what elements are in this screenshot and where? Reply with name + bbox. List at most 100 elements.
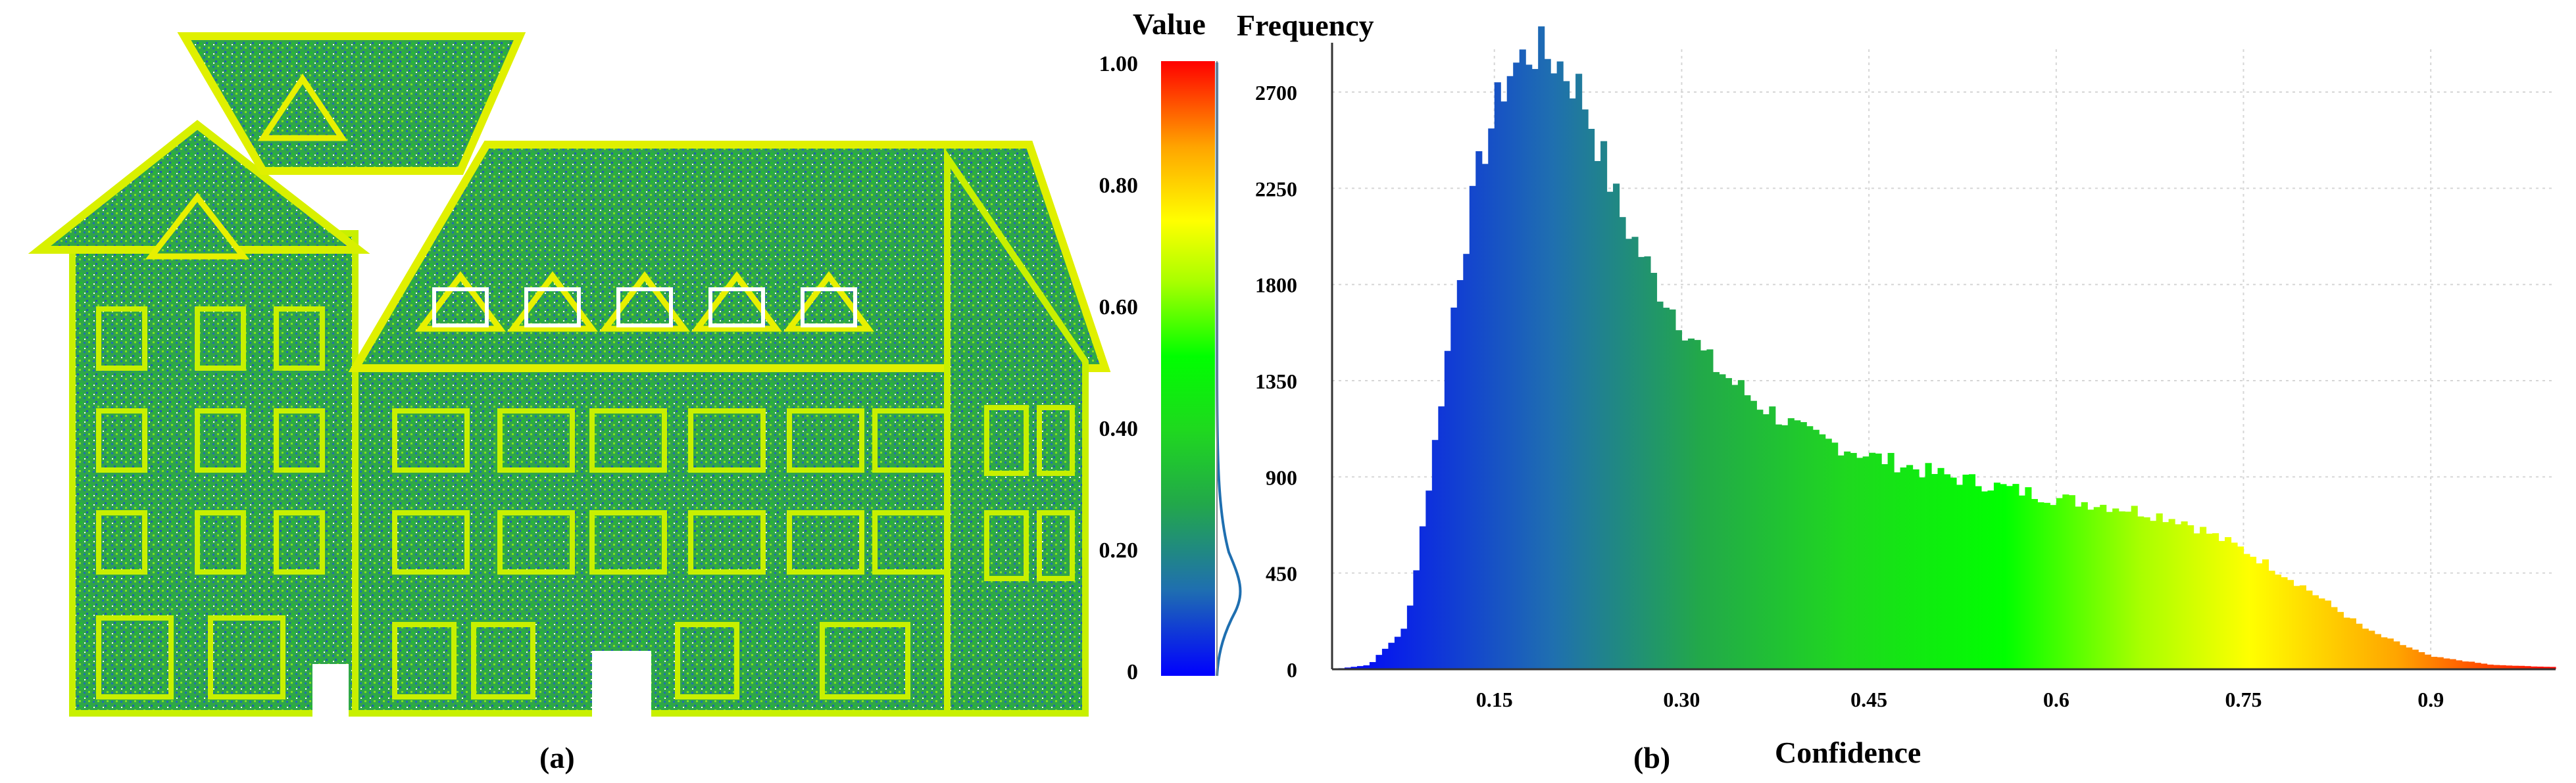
histogram-bar — [2312, 595, 2319, 669]
histogram-bars — [1332, 26, 2556, 670]
histogram-bar — [2306, 590, 2313, 669]
histogram-bar — [1906, 465, 1914, 669]
colorbar-ticks: 1.00 0.80 0.60 0.40 0.20 0 — [1099, 52, 1139, 684]
histogram-bar — [1431, 440, 1439, 669]
histogram-bar — [1812, 429, 1820, 669]
histogram-bar — [2106, 511, 2113, 669]
histogram-bar — [1463, 254, 1470, 669]
histogram-bar — [2175, 524, 2182, 669]
histogram-bar — [1350, 667, 1358, 669]
histogram-bar — [1950, 477, 1957, 669]
histogram-bar — [1369, 662, 1377, 669]
histogram-bar — [1675, 330, 1683, 669]
histogram-bar — [2337, 611, 2344, 669]
histogram-bar — [1744, 395, 1751, 669]
histogram-bar — [2243, 554, 2250, 669]
histogram-bar — [1406, 605, 1414, 669]
histogram-bar — [1781, 425, 1789, 669]
histogram-bar — [2218, 540, 2225, 669]
histogram-bar — [1669, 309, 1676, 669]
histogram-bar — [2250, 556, 2257, 669]
histogram-bar — [2468, 661, 2475, 669]
x-tick-label: 0.15 — [1476, 688, 1513, 711]
histogram-bar — [2274, 574, 2282, 669]
colorbar-title: Value — [1133, 7, 1206, 41]
histogram-bar — [2143, 517, 2150, 669]
histogram-bar — [2187, 525, 2194, 669]
histogram-bar — [1869, 452, 1876, 669]
histogram-bar — [2200, 527, 2207, 669]
colorbar-tick-label: 0 — [1127, 660, 1138, 684]
histogram-bar — [1725, 378, 1732, 669]
histogram-bar — [1837, 455, 1845, 669]
histogram-bar — [1638, 256, 1645, 670]
histogram-bar — [1750, 400, 1757, 669]
histogram-bar — [1356, 666, 1364, 669]
histogram-bar — [1681, 340, 1689, 669]
histogram-bar — [2068, 495, 2075, 669]
histogram-bar — [2125, 511, 2132, 669]
histogram-bar — [2324, 600, 2331, 669]
histogram-bar — [1531, 68, 1539, 670]
histogram-bar — [2062, 494, 2069, 669]
histogram-bar — [2537, 666, 2544, 669]
histogram-bar — [2424, 654, 2431, 669]
histogram-bar — [1450, 307, 1458, 669]
histogram-bar — [2543, 667, 2550, 669]
histogram-bar — [2268, 571, 2275, 669]
histogram-bar — [1900, 467, 1907, 669]
histogram-bar — [2368, 630, 2375, 669]
histogram-bar — [1619, 217, 1626, 670]
histogram-bar — [2449, 659, 2456, 669]
histogram-bar — [2131, 506, 2138, 669]
histogram-bar — [2474, 663, 2481, 669]
histogram-bar — [1625, 239, 1633, 669]
histogram-bar — [1831, 442, 1839, 669]
histogram-bar — [1862, 456, 1870, 669]
histogram-bar — [1419, 526, 1426, 669]
colorbar — [1161, 61, 1242, 676]
histogram-bar — [1363, 665, 1370, 669]
histogram-bar — [1956, 485, 1964, 669]
histogram-bar — [2112, 508, 2119, 669]
x-tick-label: 0.75 — [2225, 688, 2262, 711]
histogram-bar — [2287, 580, 2294, 669]
histogram-bar — [1475, 151, 1483, 669]
histogram-bar — [1488, 128, 1495, 669]
histogram-bar — [1931, 473, 1939, 669]
building-point-cloud — [28, 32, 1111, 717]
histogram-bar — [2006, 486, 2013, 669]
histogram-bar — [2381, 637, 2388, 669]
histogram-bar — [1513, 62, 1520, 670]
histogram-bar — [1644, 256, 1651, 670]
colorbar-distribution-curve — [1216, 62, 1242, 676]
histogram-bar — [2437, 657, 2444, 669]
histogram-bar — [1613, 183, 1620, 669]
histogram-bar — [2493, 665, 2500, 669]
histogram-bar — [1650, 273, 1658, 669]
histogram-bar — [1737, 380, 1745, 669]
histogram-bar — [1575, 74, 1583, 670]
panel-a-label: (a) — [539, 741, 575, 774]
histogram-bar — [1381, 648, 1389, 669]
histogram-bar — [1519, 49, 1526, 669]
histogram-bar — [2168, 519, 2175, 669]
histogram-bar — [2118, 511, 2125, 669]
histogram-bar — [2262, 559, 2269, 669]
histogram-bar — [2156, 513, 2163, 669]
histogram-bar — [1438, 406, 1445, 669]
histogram-bar — [2012, 484, 2019, 669]
histogram-bar — [1825, 439, 1832, 669]
histogram-bar — [1569, 98, 1576, 669]
histogram-bar — [1794, 420, 1801, 669]
histogram-bar — [1563, 81, 1570, 669]
histogram-bar — [2406, 647, 2413, 669]
histogram-bar — [2050, 505, 2057, 669]
x-tick-label: 0.30 — [1663, 688, 1700, 711]
histogram-bar — [1662, 308, 1670, 670]
histogram-bar — [2093, 507, 2100, 669]
histogram-bar — [2237, 546, 2244, 669]
histogram-bar — [1937, 467, 1944, 669]
histogram-bar — [1762, 414, 1770, 669]
histogram-bar — [1719, 374, 1726, 669]
